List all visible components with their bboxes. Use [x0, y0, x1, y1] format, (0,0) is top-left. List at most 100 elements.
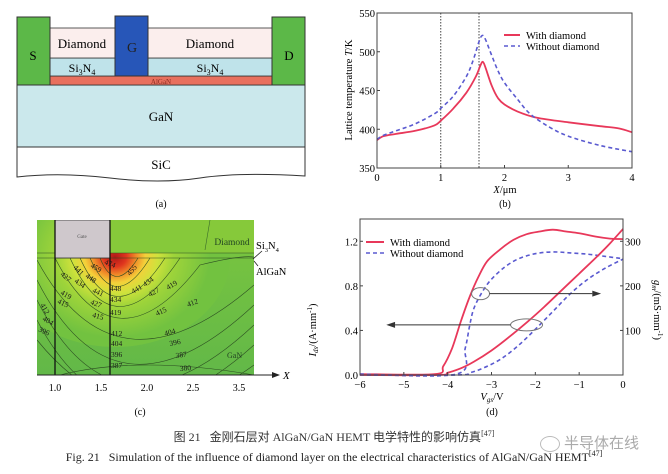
svg-text:434: 434: [110, 295, 122, 304]
y-tick-label: 350: [359, 164, 375, 175]
legend-label-with-diamond: With diamond: [390, 238, 451, 249]
y-right-tick-label: 300: [625, 237, 641, 248]
svg-text:415: 415: [91, 310, 104, 322]
legend-label-with-diamond: With diamond: [526, 31, 587, 42]
figure-c-contour-map: Gate Diamond GaN 412 404 396 427 419 415…: [37, 220, 291, 418]
x-tick-label: −3: [486, 380, 497, 391]
svg-text:380: 380: [179, 363, 191, 373]
svg-text:3.5: 3.5: [233, 383, 246, 394]
caption-chinese: 图 21 金刚石层对 AlGaN/GaN HEMT 电学特性的影响仿真[47]: [0, 428, 668, 445]
gan-label: GaN: [149, 109, 174, 124]
panel-label-b: (b): [499, 199, 511, 210]
panel-label-d: (d): [486, 407, 498, 418]
y-left-tick-label: 1.2: [345, 237, 358, 248]
si3n4-callout: Si3N4: [256, 241, 280, 254]
svg-text:412: 412: [111, 329, 123, 338]
x-tick-label: −4: [442, 380, 454, 391]
y-tick-label: 500: [359, 48, 375, 59]
svg-text:1.5: 1.5: [95, 383, 108, 394]
y-left-tick-label: 0.0: [345, 371, 358, 382]
x-tick-label: 3: [566, 173, 571, 184]
watermark: 半导体在线: [540, 432, 639, 453]
diamond-label-left: Diamond: [58, 36, 107, 51]
svg-text:441: 441: [91, 286, 105, 299]
series-line-gm-without-diamond: [359, 251, 624, 377]
caption-english: Fig. 21 Simulation of the influence of d…: [0, 449, 668, 465]
x-tick-label: 1: [438, 173, 443, 184]
plot-frame: [376, 12, 633, 169]
diamond-region: [110, 220, 254, 253]
x-axis-label: Vgs/V: [480, 392, 504, 404]
svg-text:419: 419: [110, 308, 122, 317]
caption-zh-text: 金刚石层对 AlGaN/GaN HEMT 电学特性的影响仿真: [209, 430, 482, 444]
si3n4-label-left: Si3N4: [69, 61, 96, 77]
series-line-without-diamond: [376, 34, 633, 153]
caption-zh-figure-number: 图 21: [173, 430, 201, 444]
gate-region-label: Gate: [77, 235, 87, 240]
x-axis-arrow-icon: [272, 372, 280, 378]
legend-label-without-diamond: Without diamond: [526, 42, 600, 53]
watermark-text: 半导体在线: [564, 434, 640, 452]
x-tick-label: 4: [629, 173, 635, 184]
contour-labels: 412 404 396 427 419 415 441 434 448 459 …: [37, 257, 199, 373]
svg-text:412: 412: [186, 296, 200, 308]
legend: With diamond Without diamond: [366, 238, 464, 260]
y-left-axis-label: Ids/(A·mm-1): [306, 303, 320, 357]
gate-label: G: [127, 41, 137, 56]
svg-text:2.0: 2.0: [141, 383, 154, 394]
gan-region-label: GaN: [227, 351, 242, 360]
x-tick-label: −6: [354, 380, 365, 391]
sic-label: SiC: [151, 157, 171, 172]
algan-callout: AlGaN: [256, 267, 287, 278]
series-line-gm-with-diamond: [359, 228, 624, 376]
svg-text:387: 387: [175, 349, 188, 360]
gan-layer: [16, 84, 306, 148]
caption-en-text: Simulation of the influence of diamond l…: [108, 450, 589, 464]
source-label: S: [29, 48, 36, 63]
drain-contact: [271, 16, 306, 86]
diamond-region-label: Diamond: [214, 238, 250, 248]
figure-d-transfer-chart: −6 −5 −4 −3 −2 −1 0 0.0 0.4 0.8 1.2 100 200 300 With …: [306, 218, 664, 418]
x-axis-label: X: [282, 370, 291, 382]
caption-en-figure-number: Fig. 21: [65, 450, 100, 464]
y-axis-label: Lattice temperature T/K: [344, 39, 355, 140]
series-line-ids-without-diamond: [359, 258, 624, 376]
diamond-layer-right: [147, 27, 273, 59]
gate-contact: [114, 15, 149, 77]
source-contact: [16, 16, 51, 86]
figure-b-temperature-chart: 0 1 2 3 4 350 400 450 500 550 With diamond Withou…: [344, 9, 635, 210]
arrow-right-icon: [592, 290, 602, 297]
svg-text:415: 415: [154, 305, 168, 318]
y-right-tick-label: 200: [625, 282, 641, 293]
diamond-label-right: Diamond: [186, 36, 235, 51]
svg-text:448: 448: [110, 284, 122, 293]
y-tick-label: 400: [359, 125, 375, 136]
caption-zh-ref: [47]: [481, 429, 495, 438]
svg-text:427: 427: [89, 297, 103, 309]
x-tick-label: −1: [574, 380, 585, 391]
y-right-axis-label: gm/(mS·mm-1): [650, 280, 664, 340]
x-tick-label: −5: [398, 380, 409, 391]
x-tick-label: 2: [502, 173, 507, 184]
y-right-tick-label: 100: [625, 326, 641, 337]
y-left-tick-label: 0.4: [345, 326, 359, 337]
legend: With diamond Without diamond: [504, 31, 600, 53]
y-tick-label: 450: [359, 87, 375, 98]
svg-text:474: 474: [103, 257, 117, 269]
caption-en-ref: [47]: [588, 449, 603, 458]
x-ticks: 1.0 1.5 2.0 2.5 3.5: [49, 383, 246, 394]
x-tick-label: 0: [620, 380, 625, 391]
panel-label-c: (c): [134, 407, 145, 418]
svg-text:404: 404: [111, 339, 123, 348]
annotation-ellipse-ids: [510, 318, 544, 332]
x-tick-label: 0: [374, 173, 379, 184]
x-axis-label: X/μm: [492, 185, 516, 196]
x-tick-label: −2: [530, 380, 541, 391]
wechat-icon: [540, 435, 560, 452]
algan-label: AlGaN: [151, 78, 171, 86]
svg-text:396: 396: [111, 350, 123, 359]
svg-text:396: 396: [37, 325, 51, 338]
svg-text:1.0: 1.0: [49, 383, 62, 394]
y-tick-label: 550: [359, 9, 375, 20]
svg-text:396: 396: [169, 337, 182, 348]
